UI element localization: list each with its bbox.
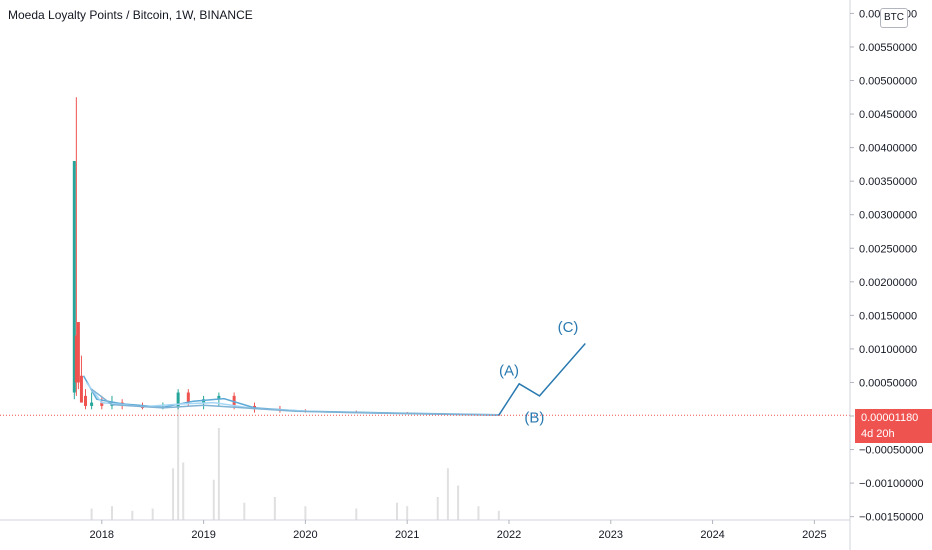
candle-body — [217, 395, 221, 400]
wave-projection: (A) (B) (C) — [498, 319, 586, 427]
candle-body — [100, 402, 104, 406]
volume-bar — [151, 508, 154, 520]
candle-body — [232, 395, 236, 406]
volume-bar — [406, 506, 409, 520]
wave-label: (C) — [558, 319, 579, 336]
price-tick-label: −0.00050000 — [859, 445, 924, 457]
candle-body — [90, 402, 94, 406]
candles-layer — [72, 97, 501, 416]
volume-bar — [304, 506, 307, 520]
time-tick-label: 2025 — [802, 529, 826, 541]
volume-bar — [243, 502, 246, 520]
volume-bar — [217, 428, 220, 520]
moving-average-line — [85, 382, 499, 416]
price-tick-label: 0.00550000 — [859, 42, 917, 54]
price-tick-label: 0.00500000 — [859, 76, 917, 88]
candle-body — [176, 392, 180, 408]
price-tick-label: −0.00100000 — [859, 478, 924, 490]
volume-bar — [396, 502, 399, 520]
wave-line — [498, 343, 586, 416]
volume-bar — [273, 497, 276, 520]
candle-body — [72, 161, 76, 393]
volume-bar — [477, 506, 480, 520]
volume-bar — [182, 462, 185, 520]
wave-label: (A) — [499, 363, 519, 380]
volume-bar — [497, 510, 500, 520]
candle-body — [84, 395, 88, 406]
moving-average-line — [91, 388, 499, 417]
volume-bar — [172, 468, 175, 520]
time-tick-label: 2020 — [293, 529, 317, 541]
volume-bar — [212, 479, 215, 520]
time-axis[interactable]: 2018 2019 2020 2021 2022 2023 2024 2025 — [0, 519, 850, 541]
volume-bar — [446, 468, 449, 520]
time-tick-label: 2019 — [191, 529, 215, 541]
volume-bar — [436, 497, 439, 520]
volume-bar — [90, 508, 93, 520]
time-tick-label: 2022 — [497, 529, 521, 541]
volume-bar — [177, 405, 180, 520]
candle-body — [79, 375, 83, 403]
time-tick-label: 2023 — [599, 529, 623, 541]
price-tick-label: 0.00350000 — [859, 176, 917, 188]
last-price-value: 0.00001180 — [861, 412, 919, 424]
time-tick-label: 2021 — [395, 529, 419, 541]
currency-badge[interactable]: BTC — [880, 8, 908, 28]
moving-average-line — [82, 375, 499, 416]
wave-label: (B) — [524, 410, 544, 427]
price-axis[interactable]: 0.006000000.005500000.005000000.00450000… — [849, 0, 924, 550]
volume-bar — [110, 506, 113, 520]
candle-body — [74, 335, 78, 383]
price-tick-label: 0.00250000 — [859, 243, 917, 255]
bar-countdown: 4d 20h — [861, 428, 895, 440]
volume-layer — [90, 405, 500, 520]
price-tick-label: 0.00450000 — [859, 109, 917, 121]
last-price-tag: 0.00001180 4d 20h — [855, 409, 932, 443]
price-tick-label: −0.00150000 — [859, 512, 924, 524]
price-tick-label: 0.00150000 — [859, 310, 917, 322]
time-tick-label: 2024 — [700, 529, 724, 541]
volume-bar — [457, 485, 460, 520]
candle-body — [186, 392, 190, 403]
volume-bar — [355, 508, 358, 520]
price-tick-label: 0.00200000 — [859, 277, 917, 289]
chart-title: Moeda Loyalty Points / Bitcoin, 1W, BINA… — [8, 8, 253, 22]
price-tick-label: 0.00300000 — [859, 210, 917, 222]
candle-body — [76, 322, 80, 383]
time-tick-label: 2018 — [90, 529, 114, 541]
price-tick-label: 0.00400000 — [859, 143, 917, 155]
price-tick-label: 0.00050000 — [859, 377, 917, 389]
volume-bar — [131, 510, 134, 520]
moving-average-layer — [82, 375, 499, 417]
price-tick-label: 0.00100000 — [859, 344, 917, 356]
